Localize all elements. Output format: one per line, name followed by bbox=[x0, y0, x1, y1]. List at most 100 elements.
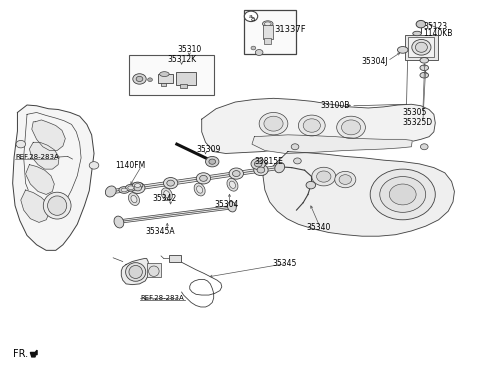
Ellipse shape bbox=[264, 22, 271, 26]
Text: REF.28-283A: REF.28-283A bbox=[15, 154, 59, 160]
Polygon shape bbox=[12, 105, 94, 250]
Text: 35325D: 35325D bbox=[403, 119, 433, 128]
Ellipse shape bbox=[126, 184, 136, 191]
Ellipse shape bbox=[229, 181, 236, 188]
Text: 31337F: 31337F bbox=[275, 25, 306, 34]
Ellipse shape bbox=[228, 202, 236, 212]
Text: 35340: 35340 bbox=[306, 224, 330, 233]
Text: a: a bbox=[249, 14, 253, 19]
Ellipse shape bbox=[415, 42, 427, 52]
Circle shape bbox=[336, 116, 365, 138]
Bar bbox=[263, 25, 273, 39]
Text: 35309: 35309 bbox=[196, 145, 220, 154]
Bar bbox=[180, 84, 187, 88]
Circle shape bbox=[251, 158, 265, 169]
Circle shape bbox=[370, 169, 435, 220]
Ellipse shape bbox=[128, 186, 134, 190]
Circle shape bbox=[306, 181, 316, 189]
Bar bbox=[405, 35, 438, 60]
Circle shape bbox=[255, 49, 263, 55]
Circle shape bbox=[420, 144, 428, 150]
Text: REF.28-283A: REF.28-283A bbox=[141, 295, 184, 301]
Ellipse shape bbox=[275, 162, 285, 173]
Polygon shape bbox=[121, 258, 149, 285]
Ellipse shape bbox=[420, 58, 429, 63]
Text: FR.: FR. bbox=[12, 349, 28, 359]
Ellipse shape bbox=[131, 196, 137, 203]
Circle shape bbox=[89, 162, 99, 169]
Circle shape bbox=[341, 120, 360, 135]
Ellipse shape bbox=[420, 65, 429, 71]
Circle shape bbox=[259, 113, 288, 135]
Bar bbox=[157, 74, 173, 83]
Circle shape bbox=[254, 161, 262, 167]
Bar bbox=[160, 83, 166, 86]
Polygon shape bbox=[29, 142, 59, 169]
Circle shape bbox=[148, 78, 153, 82]
Circle shape bbox=[312, 167, 336, 186]
Bar bbox=[169, 255, 181, 261]
Text: 1140KB: 1140KB bbox=[423, 29, 453, 38]
Ellipse shape bbox=[194, 183, 205, 196]
Bar bbox=[176, 72, 196, 85]
Circle shape bbox=[16, 140, 25, 148]
Circle shape bbox=[251, 46, 256, 50]
Circle shape bbox=[416, 21, 426, 28]
Circle shape bbox=[200, 175, 207, 181]
Ellipse shape bbox=[413, 31, 421, 36]
Text: 35304: 35304 bbox=[215, 200, 239, 209]
Ellipse shape bbox=[106, 186, 116, 197]
Bar bbox=[408, 37, 434, 57]
Ellipse shape bbox=[132, 182, 143, 189]
Circle shape bbox=[254, 165, 268, 176]
Polygon shape bbox=[32, 120, 65, 150]
Circle shape bbox=[244, 11, 258, 22]
Bar bbox=[129, 55, 214, 95]
Text: 35123: 35123 bbox=[423, 22, 447, 31]
Circle shape bbox=[196, 173, 211, 184]
Circle shape bbox=[389, 184, 416, 205]
Ellipse shape bbox=[119, 187, 130, 193]
Circle shape bbox=[131, 182, 145, 193]
Ellipse shape bbox=[43, 192, 71, 219]
Circle shape bbox=[133, 74, 146, 84]
Ellipse shape bbox=[227, 178, 238, 191]
Circle shape bbox=[134, 185, 142, 191]
Circle shape bbox=[380, 177, 426, 212]
Circle shape bbox=[209, 159, 216, 164]
Ellipse shape bbox=[263, 21, 273, 27]
Ellipse shape bbox=[420, 73, 429, 78]
Polygon shape bbox=[30, 350, 37, 357]
Ellipse shape bbox=[134, 184, 141, 187]
Ellipse shape bbox=[197, 186, 203, 193]
Circle shape bbox=[167, 180, 174, 186]
Circle shape bbox=[299, 115, 325, 136]
Text: 35342: 35342 bbox=[153, 194, 177, 203]
Text: 33815E: 33815E bbox=[254, 157, 283, 166]
Ellipse shape bbox=[149, 266, 159, 276]
Circle shape bbox=[291, 144, 299, 150]
Text: 35345: 35345 bbox=[273, 259, 297, 268]
Ellipse shape bbox=[161, 188, 172, 201]
Ellipse shape bbox=[126, 263, 146, 281]
Text: 35304J: 35304J bbox=[361, 56, 388, 65]
Circle shape bbox=[264, 116, 283, 131]
Ellipse shape bbox=[159, 72, 169, 77]
Circle shape bbox=[232, 171, 240, 177]
Bar bbox=[264, 37, 271, 44]
Circle shape bbox=[229, 168, 243, 179]
Circle shape bbox=[317, 171, 331, 182]
Text: 35312K: 35312K bbox=[167, 55, 196, 64]
Ellipse shape bbox=[121, 188, 127, 192]
Ellipse shape bbox=[114, 216, 124, 228]
Polygon shape bbox=[252, 135, 412, 153]
Ellipse shape bbox=[397, 46, 408, 53]
Polygon shape bbox=[202, 98, 435, 153]
Ellipse shape bbox=[129, 266, 143, 279]
Text: 35310: 35310 bbox=[178, 45, 202, 54]
Circle shape bbox=[205, 156, 219, 167]
Ellipse shape bbox=[129, 193, 140, 205]
Ellipse shape bbox=[48, 196, 67, 215]
Polygon shape bbox=[21, 190, 49, 223]
Bar bbox=[244, 10, 297, 53]
